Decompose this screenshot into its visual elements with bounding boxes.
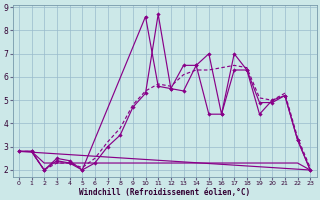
X-axis label: Windchill (Refroidissement éolien,°C): Windchill (Refroidissement éolien,°C): [79, 188, 250, 197]
